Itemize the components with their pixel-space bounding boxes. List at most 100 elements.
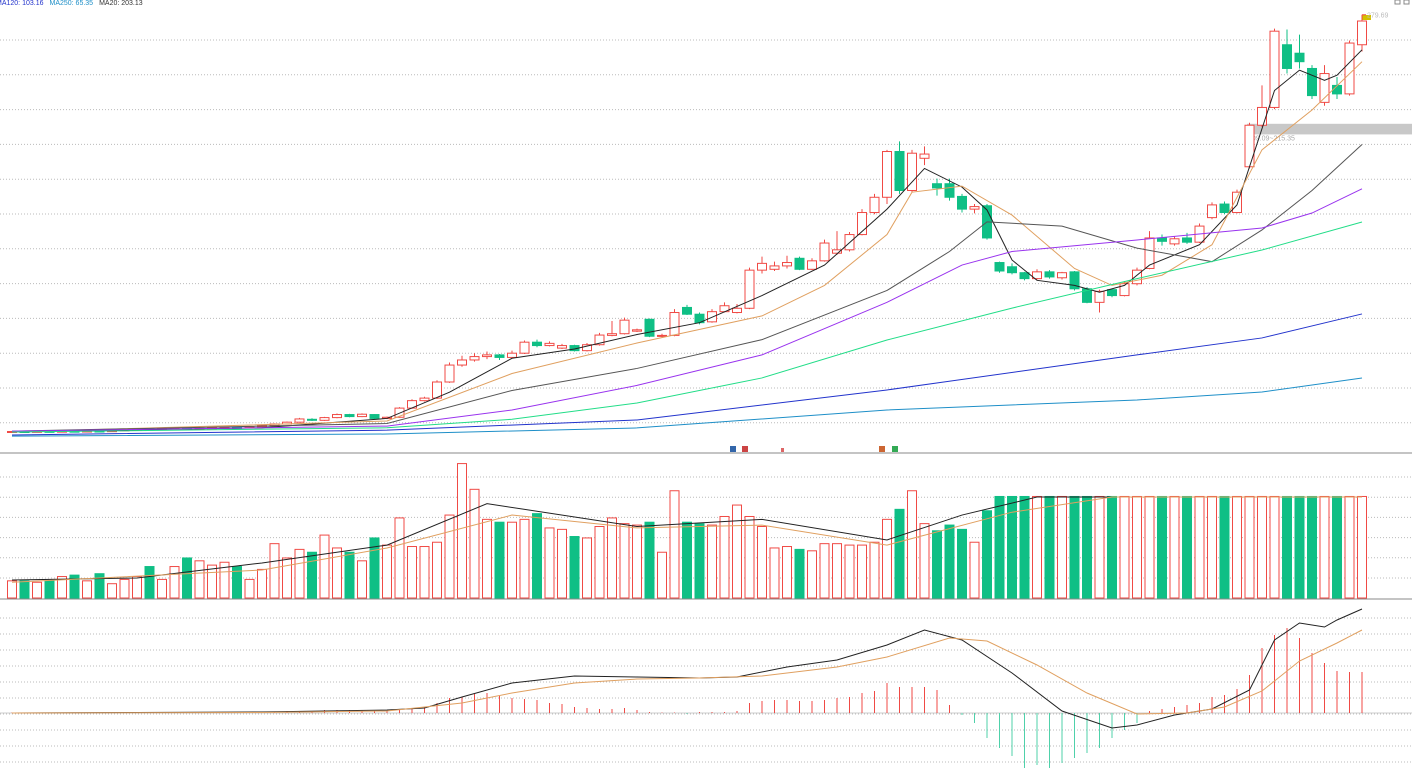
event-icon[interactable] — [742, 446, 748, 452]
volume-bar — [1169, 495, 1180, 599]
candle-body — [957, 195, 967, 210]
legend-entry: MA20: 203.13 — [99, 0, 143, 7]
volume-bar — [532, 513, 542, 599]
volume-bar — [269, 543, 280, 599]
volume-bar — [682, 521, 692, 599]
candle-body — [1119, 283, 1130, 297]
event-icon[interactable] — [892, 446, 898, 452]
candle-body — [1107, 289, 1117, 297]
volume-ma-line — [11, 496, 1362, 583]
volume-bar — [1044, 495, 1055, 599]
volume-bar — [1282, 495, 1292, 599]
volume-bar — [632, 524, 642, 599]
ma-line — [11, 221, 1363, 433]
candle-body — [607, 333, 617, 336]
volume-bar — [557, 528, 567, 599]
volume-bar — [719, 515, 730, 599]
candle-body — [907, 152, 917, 191]
volume-bar — [182, 557, 192, 599]
candle-body — [819, 242, 830, 262]
volume-bar — [732, 504, 742, 599]
volume-bar — [94, 573, 105, 599]
candle-body — [319, 417, 330, 421]
volume-bar — [257, 568, 267, 599]
event-icon[interactable] — [730, 446, 736, 452]
volume-bar — [782, 546, 792, 599]
candle-body — [1057, 272, 1067, 279]
volume-bar — [1069, 495, 1080, 599]
candle-body — [619, 319, 630, 335]
volume-bar — [1032, 495, 1042, 599]
toolbar-icon[interactable] — [1403, 0, 1410, 5]
candle-body — [682, 306, 692, 315]
volume-bar — [769, 547, 780, 599]
volume-bar — [69, 574, 80, 599]
candle-body — [1044, 271, 1055, 278]
volume-bar — [519, 518, 530, 599]
candle-body — [1182, 237, 1192, 243]
ma-line — [11, 188, 1363, 432]
candle-body — [1144, 237, 1155, 269]
candle-body — [757, 262, 767, 271]
volume-bar — [1107, 495, 1117, 599]
volume-bar — [194, 560, 205, 599]
volume-bar — [7, 580, 17, 599]
candle-body — [444, 364, 455, 383]
volume-bar — [882, 518, 892, 599]
toolbar-icon[interactable] — [1394, 0, 1401, 5]
volume-bar — [169, 566, 180, 599]
volume-bar — [19, 580, 30, 599]
volume-bar — [1182, 495, 1192, 599]
candle-body — [644, 318, 655, 337]
candle-body — [1069, 271, 1080, 290]
candle-body — [482, 354, 492, 358]
volume-bar — [144, 566, 155, 599]
event-icon[interactable] — [781, 448, 784, 452]
volume-bar — [1307, 495, 1317, 599]
volume-bar — [869, 541, 880, 599]
event-icon[interactable] — [879, 446, 885, 452]
candle-body — [457, 359, 467, 366]
candle-body — [932, 183, 942, 189]
candle-body — [1232, 191, 1242, 214]
candle-body — [469, 356, 480, 361]
candle-body — [769, 265, 780, 270]
volume-bar — [569, 536, 580, 599]
volume-bar — [1057, 495, 1067, 599]
candle-body — [919, 153, 930, 159]
candle-body — [994, 262, 1005, 272]
volume-bar — [1144, 495, 1155, 599]
volume-bar — [1257, 495, 1267, 599]
candle-body — [944, 183, 955, 198]
volume-bar — [219, 561, 230, 599]
volume-bar — [894, 508, 905, 599]
candle-body — [594, 334, 605, 346]
candle-body — [307, 418, 317, 421]
volume-bar — [1357, 495, 1367, 599]
volume-bar — [1219, 495, 1230, 599]
volume-bar — [82, 580, 92, 599]
candle-body — [1282, 44, 1292, 69]
volume-bar — [1194, 495, 1205, 599]
volume-bar — [357, 560, 367, 599]
candle-body — [544, 342, 555, 347]
volume-ma-line — [11, 496, 1362, 581]
candle-body — [1169, 238, 1180, 245]
volume-bar — [757, 526, 767, 599]
volume-bar — [919, 523, 930, 599]
candle-body — [507, 352, 517, 358]
volume-bar — [294, 548, 305, 599]
ma-line — [11, 144, 1363, 432]
candle-body — [744, 269, 755, 309]
volume-bar — [457, 463, 467, 599]
volume-bar — [132, 576, 142, 599]
volume-bar — [319, 534, 330, 599]
candle-body — [532, 341, 542, 347]
candle-body — [519, 341, 530, 354]
legend-entry: MA120: 103.16 — [0, 0, 44, 7]
volume-bar — [1332, 495, 1342, 599]
candle-body — [557, 345, 567, 349]
volume-bar — [1082, 495, 1092, 599]
candle-body — [869, 196, 880, 214]
marks: 209.09~215.35 279.69 — [7, 13, 1412, 768]
